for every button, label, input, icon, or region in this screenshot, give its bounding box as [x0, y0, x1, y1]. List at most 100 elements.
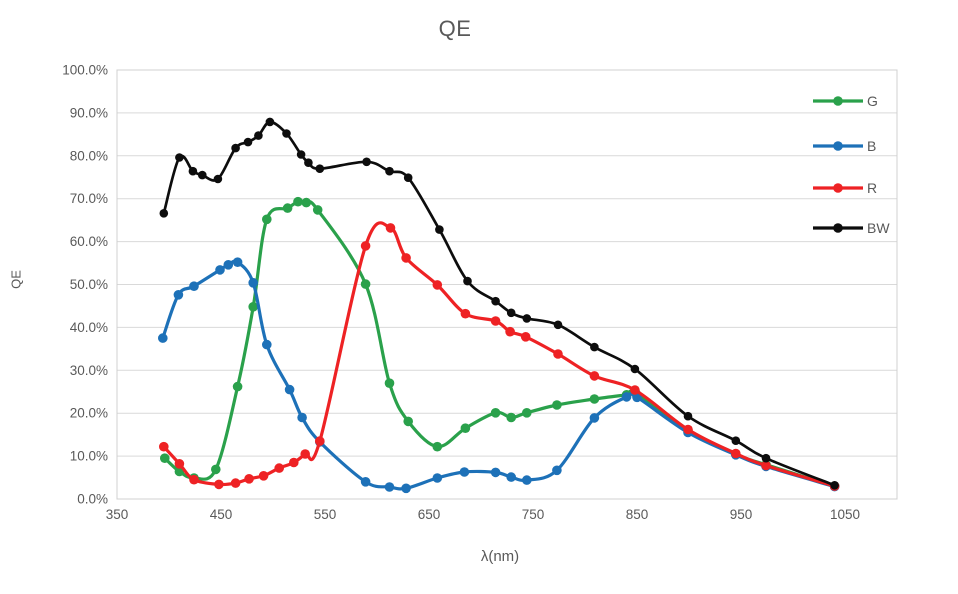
data-point-R	[159, 441, 169, 452]
data-point-R	[553, 349, 563, 359]
data-point-BW	[761, 453, 771, 463]
x-tick-label: 550	[314, 507, 337, 522]
data-point-R	[174, 459, 185, 469]
legend-label-BW: BW	[867, 220, 890, 236]
plot-border	[116, 69, 898, 500]
legend-item-BW[interactable]: BW	[813, 220, 890, 236]
data-point-B	[589, 413, 600, 423]
data-point-B	[284, 384, 295, 395]
data-point-BW	[463, 276, 472, 286]
data-point-B	[432, 473, 443, 483]
data-point-B	[158, 333, 168, 343]
data-point-BW	[553, 320, 563, 330]
data-point-R	[432, 280, 443, 290]
data-point-B	[248, 278, 258, 288]
data-point-G	[522, 408, 532, 418]
data-point-G	[460, 423, 471, 434]
series-line-BW	[162, 120, 836, 487]
y-tick-label: 50.0%	[70, 277, 108, 292]
data-point-G	[211, 464, 221, 475]
data-point-B	[215, 265, 225, 275]
data-point-BW	[522, 314, 532, 323]
data-point-BW	[435, 225, 444, 234]
data-point-R	[761, 460, 771, 471]
data-point-B	[384, 482, 395, 492]
data-point-R	[683, 424, 693, 435]
x-axis-tick-labels: 350 450 550 650 750 850 950 1050	[106, 507, 860, 522]
x-tick-label: 950	[730, 507, 753, 522]
data-point-G	[232, 381, 243, 392]
x-tick-label: 650	[418, 507, 441, 522]
data-point-G	[589, 394, 600, 404]
data-point-BW	[254, 131, 263, 140]
y-tick-label: 20.0%	[70, 406, 108, 421]
x-tick-label: 1050	[830, 507, 860, 522]
series-R	[159, 221, 840, 491]
y-tick-label: 90.0%	[70, 105, 108, 120]
legend-label-B: B	[867, 138, 876, 154]
data-point-R	[315, 436, 325, 446]
data-point-R	[630, 385, 640, 395]
data-point-B	[401, 483, 411, 494]
data-point-G	[490, 408, 501, 418]
data-point-B	[262, 339, 272, 350]
data-point-R	[490, 316, 501, 326]
series-G	[160, 196, 840, 491]
x-tick-label: 750	[522, 507, 545, 522]
data-point-BW	[590, 342, 599, 352]
y-tick-label: 10.0%	[70, 449, 108, 464]
series-line-R	[162, 221, 837, 488]
x-tick-label: 450	[210, 507, 233, 522]
legend-item-R[interactable]: R	[813, 180, 877, 196]
legend-item-G[interactable]: G	[813, 93, 878, 109]
data-point-B	[360, 477, 371, 487]
data-point-BW	[385, 166, 394, 176]
data-point-G	[262, 214, 272, 225]
data-point-R	[214, 479, 224, 490]
data-point-B	[223, 260, 234, 270]
y-axis-title: QE	[8, 270, 24, 289]
data-point-BW	[362, 157, 371, 167]
data-point-BW	[265, 117, 275, 127]
series-BW	[159, 117, 839, 490]
legend-item-B[interactable]: B	[813, 138, 876, 154]
x-tick-label: 350	[106, 507, 129, 522]
y-tick-label: 0.0%	[77, 492, 108, 507]
legend-label-R: R	[867, 180, 877, 196]
legend-label-G: G	[867, 93, 878, 109]
data-point-G	[282, 203, 293, 213]
data-point-G	[506, 412, 516, 423]
data-point-BW	[506, 308, 516, 318]
series-line-G	[163, 199, 837, 488]
legend-marker-B	[833, 141, 843, 151]
data-point-G	[384, 378, 395, 389]
data-point-BW	[231, 143, 240, 153]
data-point-R	[289, 457, 299, 468]
data-point-BW	[683, 411, 693, 421]
y-tick-label: 40.0%	[70, 320, 108, 335]
y-axis-tick-labels: 0.0% 10.0% 20.0% 30.0% 40.0% 50.0% 60.0% 70.0% 8…	[62, 63, 108, 507]
data-point-R	[385, 223, 396, 233]
data-point-R	[300, 449, 311, 459]
legend-marker-G	[833, 96, 843, 106]
data-point-BW	[243, 137, 253, 147]
data-point-R	[460, 308, 471, 319]
data-point-BW	[296, 150, 306, 159]
data-point-R	[360, 241, 371, 251]
data-point-BW	[830, 481, 839, 490]
data-point-R	[274, 463, 285, 473]
data-point-G	[403, 416, 414, 427]
data-point-G	[301, 197, 312, 208]
data-point-G	[360, 279, 371, 289]
data-point-BW	[315, 164, 325, 173]
data-point-B	[297, 412, 307, 423]
data-point-R	[401, 253, 411, 263]
data-point-BW	[159, 209, 169, 218]
legend-marker-R	[833, 183, 843, 193]
legend-marker-BW	[833, 223, 843, 233]
data-point-R	[244, 474, 254, 484]
data-point-R	[189, 474, 199, 485]
data-point-R	[520, 332, 531, 342]
